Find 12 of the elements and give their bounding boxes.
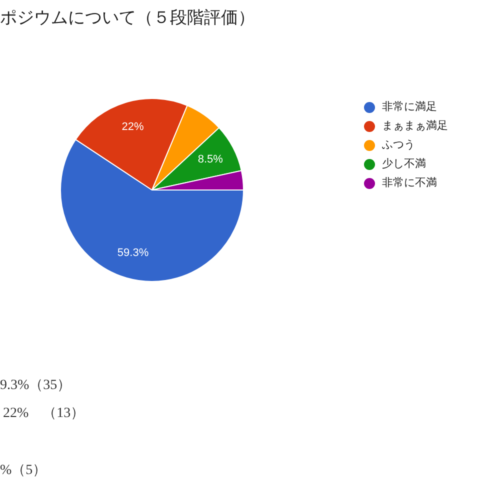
data-label: 59.3% [117, 247, 149, 260]
legend-label: 非常に満足 [382, 100, 437, 115]
legend-label: 少し不満 [382, 157, 426, 172]
text: %（5） [0, 462, 47, 479]
legend-label: 非常に不満 [382, 176, 437, 191]
text: 22% （13） [3, 405, 85, 422]
data-label: 8.5% [198, 154, 224, 166]
text: 9.3%（35） [0, 377, 72, 394]
legend-label: まぁまぁ満足 [382, 119, 448, 134]
legend-label: ふつう [382, 138, 415, 153]
data-label: 22% [122, 121, 144, 134]
chart-title: ポジウムについて（５段階評価） [0, 7, 255, 29]
